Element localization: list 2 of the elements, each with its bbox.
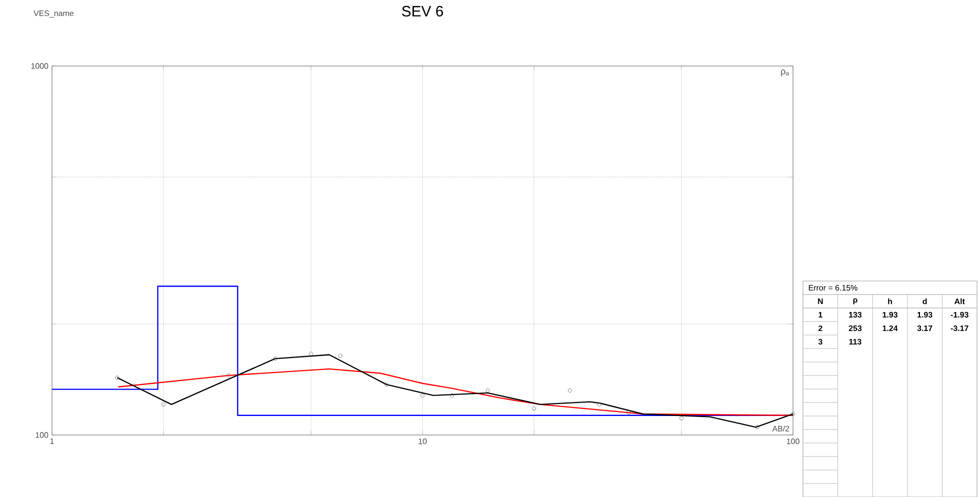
chart-title: SEV 6: [402, 6, 444, 16]
y-axis-title: ρ$_{a}$: [781, 70, 789, 76]
